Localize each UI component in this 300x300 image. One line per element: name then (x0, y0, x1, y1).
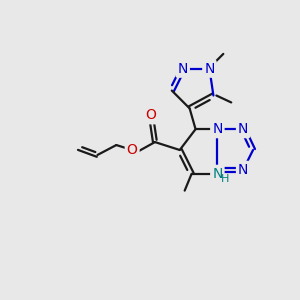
Text: N: N (178, 62, 188, 76)
Text: H: H (221, 174, 230, 184)
Text: O: O (127, 143, 138, 157)
Text: N: N (212, 167, 223, 181)
Text: N: N (238, 163, 248, 177)
Text: O: O (146, 108, 156, 122)
Text: N: N (212, 122, 223, 136)
Text: N: N (238, 122, 248, 136)
Text: N: N (204, 62, 214, 76)
